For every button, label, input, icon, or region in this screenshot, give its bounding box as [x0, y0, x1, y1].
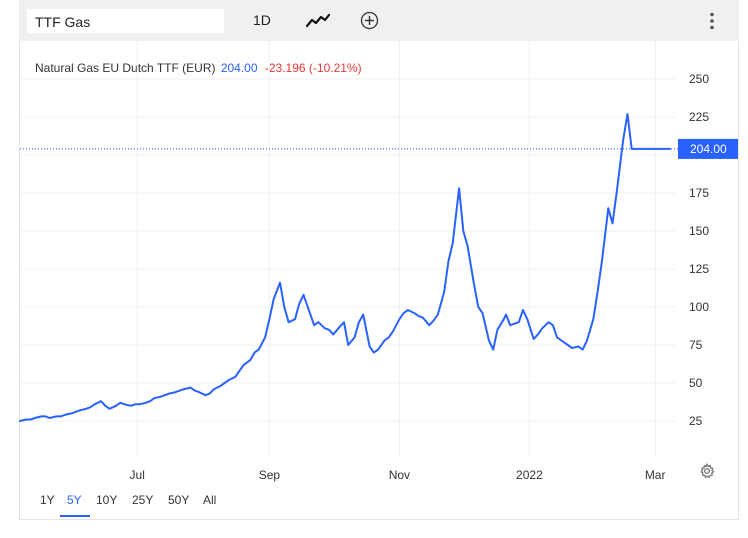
last-price-tag-text: 204.00 — [690, 142, 727, 156]
series-line — [19, 113, 672, 422]
chart-toolbar: 1D — [19, 0, 739, 41]
last-price-tag: 204.00 — [678, 138, 738, 159]
x-tick-label: Jul — [130, 468, 145, 482]
chart-grid — [20, 41, 676, 458]
interval-button[interactable]: 1D — [253, 12, 271, 28]
y-tick-label: 100 — [689, 300, 709, 314]
y-tick-label: 175 — [689, 186, 709, 200]
instrument-name: Natural Gas EU Dutch TTF (EUR) — [35, 61, 216, 75]
y-tick-label: 125 — [689, 262, 709, 276]
x-tick-label: Nov — [389, 468, 410, 482]
y-tick-label: 225 — [689, 110, 709, 124]
y-axis-labels: 25 50 75 100 125 150 175 225 250 — [689, 72, 709, 428]
range-50y[interactable]: 50Y — [168, 493, 190, 507]
active-range-indicator — [60, 515, 90, 517]
x-axis-labels: Jul Sep Nov 2022 Mar — [130, 468, 666, 482]
last-price: 204.00 — [220, 61, 258, 75]
plus-circle-icon[interactable] — [360, 11, 379, 30]
x-tick-label: Mar — [645, 468, 666, 482]
y-tick-label: 150 — [689, 224, 709, 238]
more-vertical-icon[interactable] — [707, 11, 717, 31]
symbol-search-box[interactable] — [26, 8, 225, 34]
gear-icon[interactable] — [699, 463, 715, 479]
symbol-search-input[interactable] — [35, 13, 220, 31]
range-5y[interactable]: 5Y — [67, 493, 82, 507]
chart-legend: Natural Gas EU Dutch TTF (EUR) 204.00 -2… — [35, 61, 362, 75]
chart-frame — [19, 0, 739, 520]
price-change: -23.196 (-10.21%) — [264, 61, 362, 75]
y-tick-label: 75 — [689, 338, 703, 352]
range-10y[interactable]: 10Y — [96, 493, 118, 507]
x-tick-label: Sep — [259, 468, 281, 482]
y-tick-label: 25 — [689, 414, 703, 428]
y-tick-label: 250 — [689, 72, 709, 86]
range-1y[interactable]: 1Y — [40, 493, 55, 507]
range-all[interactable]: All — [203, 493, 217, 507]
line-chart-icon[interactable] — [306, 11, 330, 31]
y-tick-label: 50 — [689, 376, 703, 390]
x-tick-label: 2022 — [516, 468, 543, 482]
range-25y[interactable]: 25Y — [132, 493, 154, 507]
